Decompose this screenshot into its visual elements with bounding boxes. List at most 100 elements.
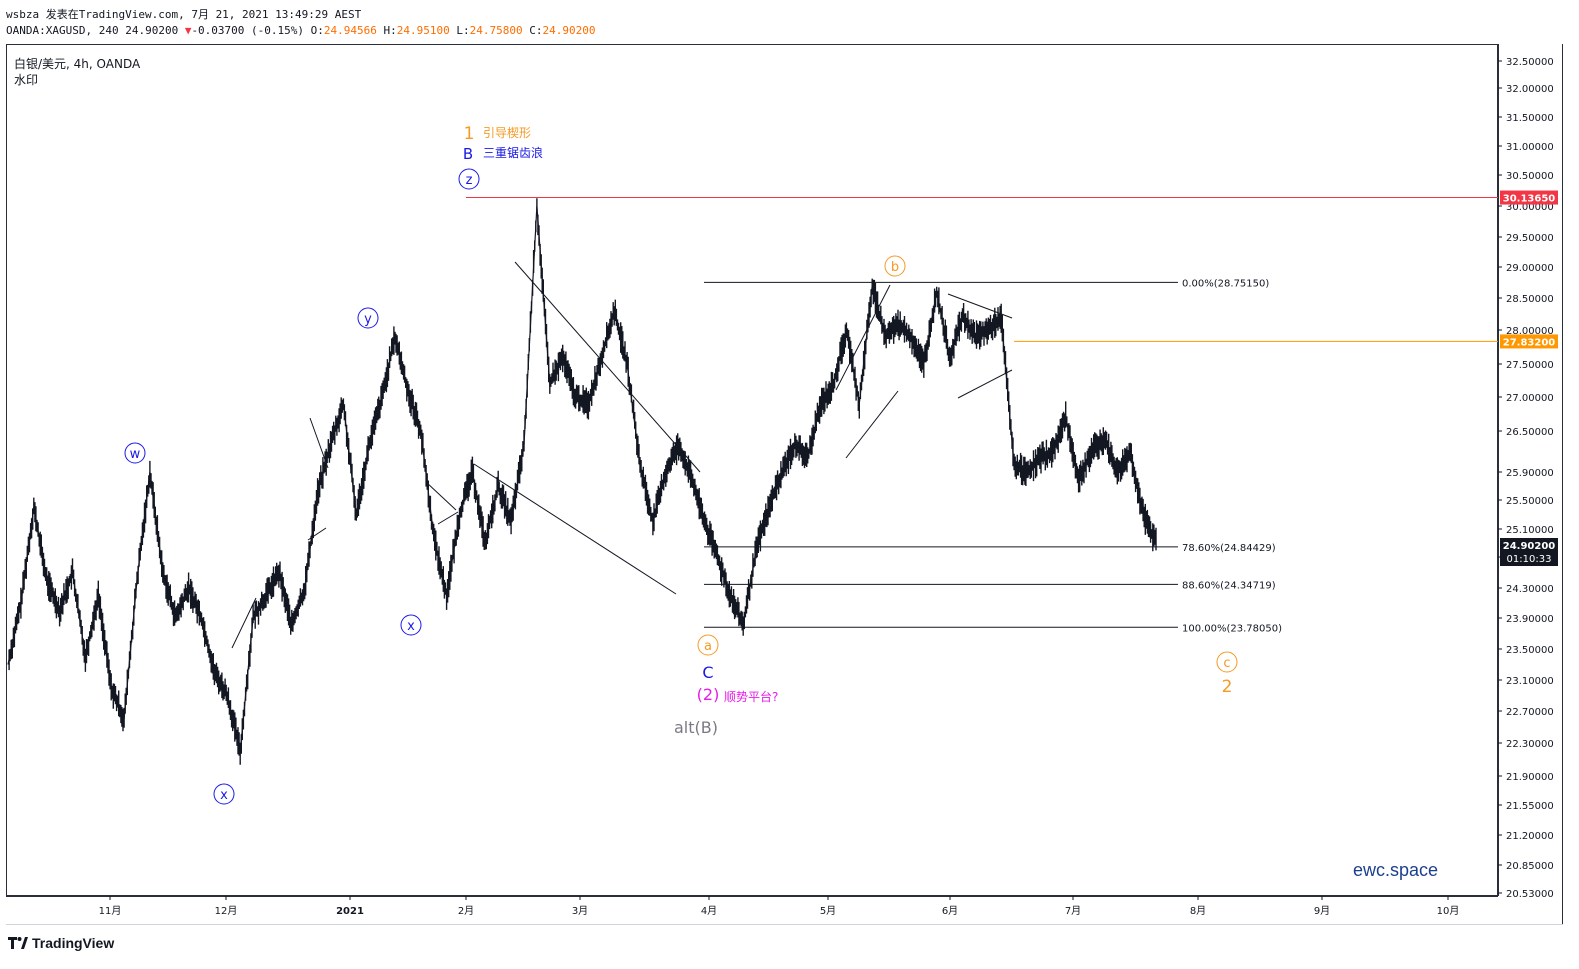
price-tick-label: 29.50000 <box>1506 233 1554 244</box>
high-label: H: <box>383 24 397 37</box>
price-tick-label: 26.50000 <box>1506 427 1554 438</box>
trendlines[interactable] <box>231 261 1013 649</box>
time-axis[interactable]: 11月 12月 2021 2月 3月 4月 5月 6月 7月 8月 9月 10月 <box>99 896 1460 917</box>
price-axis-edge <box>1562 44 1563 924</box>
wave-b-circle <box>884 255 906 277</box>
trendline-b-channel-upper[interactable] <box>835 284 891 391</box>
wave-y-label: y <box>364 312 372 327</box>
tradingview-logo-icon <box>8 936 28 949</box>
open-label: O: <box>310 24 324 37</box>
wave-x1-label: x <box>220 788 228 803</box>
fib-level-label: 88.60%(24.34719) <box>1182 580 1276 591</box>
price-tick-label: 30.00000 <box>1506 202 1554 213</box>
price-tick-label: 23.50000 <box>1506 645 1554 656</box>
ohlc-line: OANDA:XAGUSD, 240 24.90200 ▼-0.03700 (-0… <box>6 24 595 37</box>
price-tick-label: 32.00000 <box>1506 84 1554 95</box>
time-tick-label: 3月 <box>572 905 588 917</box>
price-line <box>7 205 1157 752</box>
trendline-b-channel-lower[interactable] <box>845 390 899 459</box>
price-tag-red: 30.13650 <box>1500 190 1558 205</box>
chart-pane[interactable] <box>6 44 1498 896</box>
time-tick-label: 9月 <box>1314 905 1330 917</box>
price-tick-label: 22.70000 <box>1506 707 1554 718</box>
wave-2-label: 2 <box>1222 677 1233 697</box>
wave-a-circle <box>697 634 719 656</box>
wave-labels: w x y x z a b c <box>124 168 1238 805</box>
wave-x2-circle <box>400 614 422 636</box>
trendline-small-4[interactable] <box>425 481 457 511</box>
wave-2p-label: (2) <box>697 685 720 704</box>
candle-wicks <box>8 198 1157 765</box>
price-tick-label: 29.00000 <box>1506 263 1554 274</box>
wave-B-label: B <box>463 145 473 163</box>
trendline-triangle-lower[interactable] <box>957 369 1013 399</box>
price-tag-orange-label: 27.83200 <box>1503 337 1556 348</box>
price-tick-label: 21.90000 <box>1506 772 1554 783</box>
price-axis-divider <box>1498 44 1499 896</box>
wave-B-note: 三重锯齿浪 <box>483 145 543 160</box>
trendline-small-1[interactable] <box>309 417 329 469</box>
price-tick-label: 28.00000 <box>1506 326 1554 337</box>
time-tick-label: 7月 <box>1065 905 1081 917</box>
price-tick-label: 28.50000 <box>1506 294 1554 305</box>
fib-retracement[interactable]: 0.00%(28.75150) 78.60%(24.84429) 88.60%(24… <box>704 278 1282 634</box>
current-price-tag: 24.90200 01:10:33 <box>1500 538 1558 566</box>
wave-1-note: 引导楔形 <box>483 126 531 140</box>
price-tick-label: 32.50000 <box>1506 57 1554 68</box>
open-value: 24.94566 <box>323 24 377 37</box>
close-label: C: <box>529 24 543 37</box>
price-tick-label: 27.00000 <box>1506 393 1554 404</box>
wave-c-circle <box>1216 651 1238 673</box>
trendline-small-5[interactable] <box>437 511 459 525</box>
footer-divider <box>6 924 1563 925</box>
watermark-legend: 水印 <box>14 73 39 87</box>
trendline-small-3[interactable] <box>231 597 257 649</box>
price-tick-label: 22.30000 <box>1506 739 1554 750</box>
wave-a-label: a <box>704 639 712 654</box>
wave-w-circle <box>124 442 146 464</box>
time-tick-label: 8月 <box>1190 905 1206 917</box>
trendline-small-2[interactable] <box>307 527 327 541</box>
wave-C-label: C <box>702 663 713 682</box>
trendline-triangle-upper[interactable] <box>947 293 1013 319</box>
price-tick-label: 20.53000 <box>1506 889 1554 900</box>
price-axis[interactable]: 32.50000 32.00000 31.50000 31.00000 30.50000… <box>1498 57 1554 900</box>
time-tick-label: 2021 <box>336 906 364 917</box>
price-tick-label: 23.10000 <box>1506 676 1554 687</box>
price-tick-label: 24.30000 <box>1506 584 1554 595</box>
price-tick-label: 27.50000 <box>1506 360 1554 371</box>
wave-x2-label: x <box>407 619 415 634</box>
tradingview-logo-text: TradingView <box>32 935 115 951</box>
change-value: -0.03700 (-0.15%) <box>191 24 305 37</box>
trendline-lower-wedge[interactable] <box>473 463 677 595</box>
wave-c-label: c <box>1223 656 1230 671</box>
price-tag-red-label: 30.13650 <box>1503 194 1556 205</box>
time-tick-label: 2月 <box>458 905 474 917</box>
wave-x1-circle <box>213 783 235 805</box>
price-tick-label: 20.85000 <box>1506 861 1554 872</box>
symbol-legend[interactable]: 白银/美元, 4h, OANDA <box>14 57 141 71</box>
current-price-label: 24.90200 <box>1503 541 1556 552</box>
trendline-upper-wedge[interactable] <box>514 261 701 473</box>
low-value: 24.75800 <box>469 24 523 37</box>
wave-1-label: 1 <box>464 124 475 144</box>
wave-b-label: b <box>891 260 899 275</box>
wave-2p-note: 顺势平台? <box>724 689 778 704</box>
time-axis-divider <box>6 896 1498 897</box>
time-tick-label: 6月 <box>942 905 958 917</box>
price-tick-label: 31.00000 <box>1506 142 1554 153</box>
tradingview-logo[interactable]: TradingView <box>8 935 114 951</box>
time-tick-label: 11月 <box>99 905 122 917</box>
publish-info: wsbza 发表在TradingView.com, 7月 21, 2021 13… <box>6 8 362 21</box>
price-series <box>7 198 1157 765</box>
price-tag-orange: 27.83200 <box>1500 334 1558 349</box>
price-tick-label: 31.50000 <box>1506 113 1554 124</box>
wave-alt-label: alt(B) <box>674 718 718 737</box>
time-tick-label: 4月 <box>701 905 717 917</box>
fib-level-label: 100.00%(23.78050) <box>1182 623 1282 634</box>
price-tick-label: 30.50000 <box>1506 171 1554 182</box>
low-label: L: <box>456 24 470 37</box>
change-down-arrow-icon: ▼ <box>184 24 192 37</box>
price-tick-label: 21.55000 <box>1506 801 1554 812</box>
